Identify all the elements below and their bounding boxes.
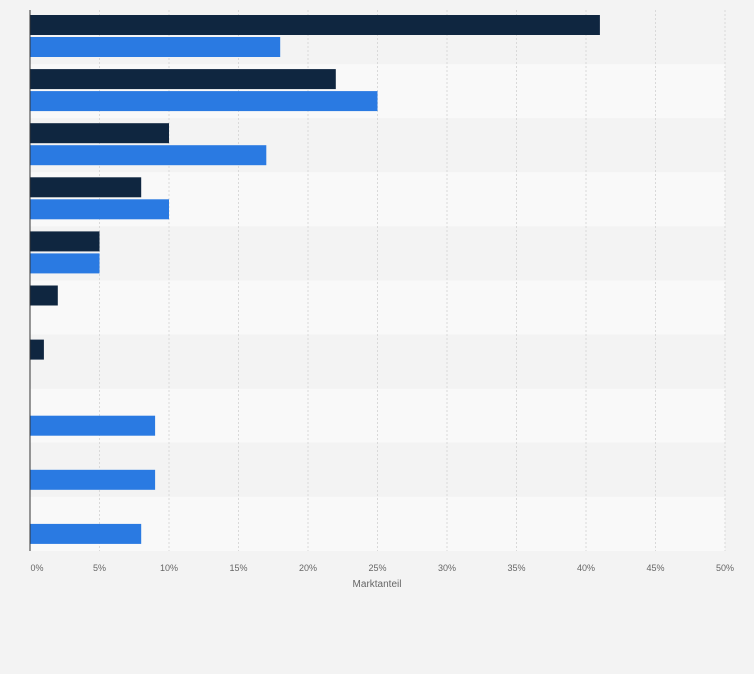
x-tick-label: 50%: [716, 563, 734, 573]
x-tick-label: 5%: [93, 563, 106, 573]
bar: [30, 69, 336, 90]
x-tick-labels: 0% 5% 10% 15% 20% 25% 30% 35% 40% 45% 50%: [30, 563, 734, 573]
bar: [30, 469, 156, 490]
x-tick-label: 15%: [229, 563, 247, 573]
bar: [30, 253, 100, 274]
x-tick-label: 20%: [299, 563, 317, 573]
bar: [30, 37, 281, 57]
bar: [30, 123, 169, 144]
x-tick-label: 35%: [507, 563, 525, 573]
x-axis-label: Marktanteil: [353, 579, 402, 590]
bar: [30, 177, 142, 198]
bars: [30, 15, 600, 544]
bar: [30, 285, 58, 306]
bar: [30, 339, 44, 360]
bar: [30, 199, 169, 220]
x-tick-label: 40%: [577, 563, 595, 573]
x-tick-label: 30%: [438, 563, 456, 573]
bar: [30, 145, 267, 166]
x-tick-label: 10%: [160, 563, 178, 573]
bar: [30, 415, 156, 436]
bar: [30, 91, 378, 112]
bar: [30, 231, 100, 252]
bar: [30, 15, 600, 35]
bar: [30, 523, 142, 544]
x-tick-label: 0%: [30, 563, 43, 573]
x-tick-label: 25%: [368, 563, 386, 573]
x-tick-label: 45%: [646, 563, 664, 573]
